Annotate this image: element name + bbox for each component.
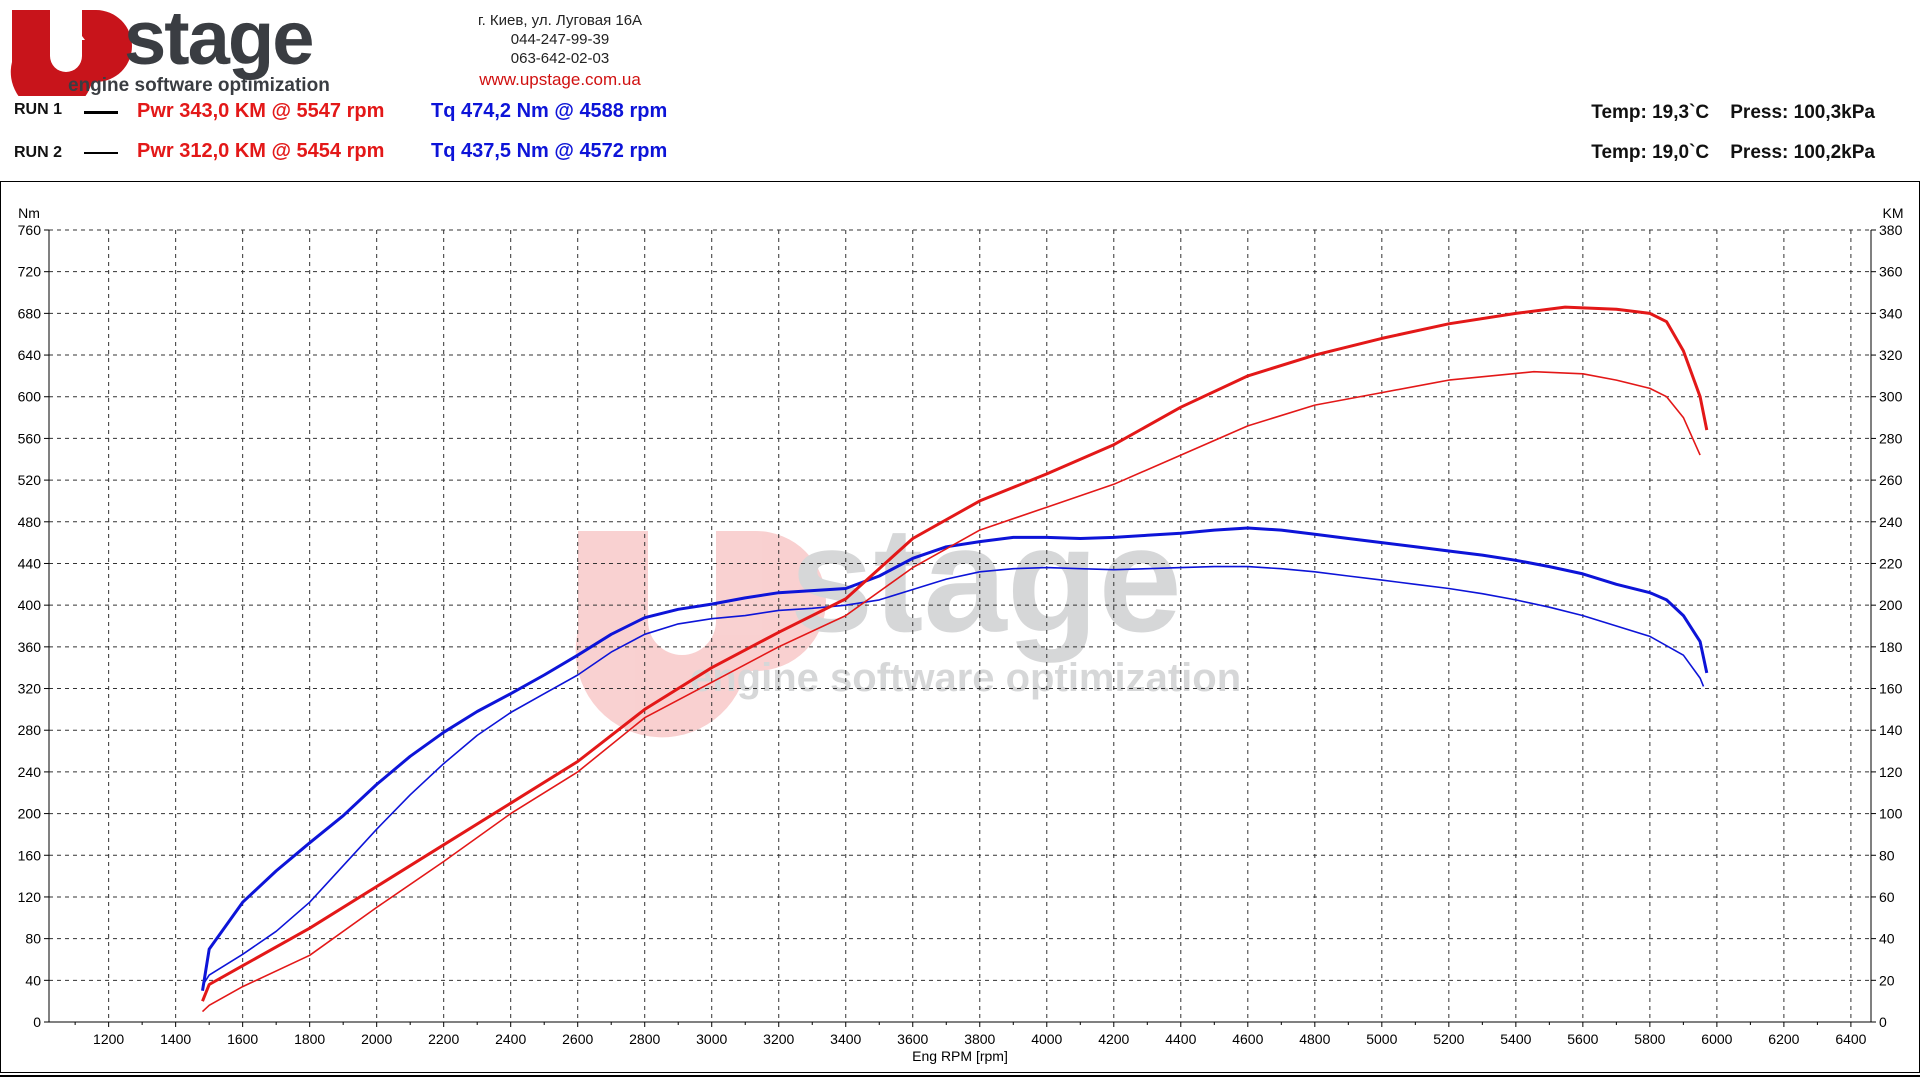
run1-torque-curve — [201, 526, 1709, 991]
y-left-tick-label: 520 — [18, 472, 42, 488]
y-left-tick-label: 280 — [18, 722, 42, 738]
y-right-tick-label: 360 — [1879, 264, 1903, 280]
run2-torque-curve — [201, 565, 1705, 986]
x-tick-label: 3000 — [696, 1031, 727, 1047]
phone-1: 044-247-99-39 — [510, 31, 610, 48]
y-left-tick-label: 160 — [18, 847, 42, 863]
x-tick-label: 1600 — [227, 1031, 258, 1047]
x-tick-label: 4000 — [1031, 1031, 1062, 1047]
y-left-tick-label: 80 — [25, 931, 41, 947]
dyno-chart: stage engine software optimization 1200 1… — [0, 181, 1920, 1077]
y-left-tick-label: 720 — [18, 264, 42, 280]
y-right-tick-label: 380 — [1879, 222, 1903, 238]
run1-legend-line — [84, 111, 118, 114]
upstage-logo: stage engine software optimization — [10, 4, 330, 96]
y-left-tick-label: 0 — [33, 1014, 41, 1030]
y-right-tick-label: 0 — [1879, 1014, 1887, 1030]
y-left-tick-label: 440 — [18, 555, 42, 571]
x-axis-label: Eng RPM [rpm] — [912, 1048, 1008, 1064]
x-tick-label: 4200 — [1098, 1031, 1129, 1047]
run1-label: RUN 1 — [14, 101, 63, 118]
svg-text:stage: stage — [124, 4, 313, 81]
y-left-tick-label: 640 — [18, 347, 42, 363]
y-right-label: KM — [1883, 205, 1904, 221]
website-link[interactable]: www.upstage.com.ua — [479, 70, 641, 89]
address: г. Киев, ул. Луговая 16А — [477, 12, 643, 29]
y-left-tick-label: 40 — [25, 972, 41, 988]
y-left-tick-label: 120 — [18, 889, 42, 905]
y-right-tick-label: 200 — [1879, 597, 1903, 613]
x-tick-label: 2800 — [629, 1031, 660, 1047]
y-left-tick-label: 400 — [18, 597, 42, 613]
y-right-tick-label: 320 — [1879, 347, 1903, 363]
run1-power: Pwr 343,0 KM @ 5547 rpm — [137, 100, 385, 122]
y-left-tick-label: 200 — [18, 806, 42, 822]
y-left-tick-label: 360 — [18, 639, 42, 655]
run1-torque: Tq 474,2 Nm @ 4588 rpm — [431, 100, 668, 122]
run1-power-curve — [201, 305, 1709, 1002]
svg-text:engine software optimization: engine software optimization — [690, 656, 1241, 700]
x-tick-label: 4800 — [1299, 1031, 1330, 1047]
x-tick-label: 3200 — [763, 1031, 794, 1047]
svg-text:engine software optimization: engine software optimization — [68, 75, 330, 96]
x-tick-label: 5200 — [1433, 1031, 1464, 1047]
run2-power: Pwr 312,0 KM @ 5454 rpm — [137, 140, 385, 162]
y-right-tick-label: 140 — [1879, 722, 1903, 738]
y-left-tick-label: 760 — [18, 222, 42, 238]
x-tick-label: 1200 — [93, 1031, 124, 1047]
x-tick-label: 3600 — [897, 1031, 928, 1047]
chart-frame — [0, 181, 1920, 1073]
x-tick-label: 2400 — [495, 1031, 526, 1047]
watermark-logo: stage engine software optimization — [575, 495, 1241, 738]
svg-text:stage: stage — [790, 495, 1182, 663]
run2-label: RUN 2 — [14, 144, 63, 161]
run2-power-curve — [201, 370, 1701, 1013]
x-tick-label: 1800 — [294, 1031, 325, 1047]
y-left-label: Nm — [18, 205, 40, 221]
y-right-tick-label: 300 — [1879, 389, 1903, 405]
x-tick-label: 5400 — [1500, 1031, 1531, 1047]
y-right-tick-label: 240 — [1879, 514, 1903, 530]
y-right-tick-label: 260 — [1879, 472, 1903, 488]
run2-conditions: Temp: 19,0`C Press: 100,2kPa — [1591, 142, 1875, 163]
y-left-tick-label: 680 — [18, 305, 42, 321]
run2-legend-line — [84, 152, 118, 154]
x-tick-label: 3400 — [830, 1031, 861, 1047]
x-tick-label: 6000 — [1701, 1031, 1732, 1047]
y-right-tick-label: 80 — [1879, 847, 1895, 863]
y-right-tick-label: 160 — [1879, 681, 1903, 697]
run1-conditions: Temp: 19,3`C Press: 100,3kPa — [1591, 102, 1875, 123]
y-left-tick-label: 480 — [18, 514, 42, 530]
y-right-tick-label: 280 — [1879, 430, 1903, 446]
y-left-tick-label: 560 — [18, 430, 42, 446]
x-tick-label: 5600 — [1567, 1031, 1598, 1047]
x-tick-label: 2200 — [428, 1031, 459, 1047]
x-tick-label: 6400 — [1835, 1031, 1866, 1047]
x-tick-label: 6200 — [1768, 1031, 1799, 1047]
x-tick-label: 5000 — [1366, 1031, 1397, 1047]
phone-2: 063-642-02-03 — [510, 50, 610, 67]
y-left-tick-label: 240 — [18, 764, 42, 780]
run2-torque: Tq 437,5 Nm @ 4572 rpm — [431, 140, 668, 162]
x-tick-label: 5800 — [1634, 1031, 1665, 1047]
y-left-tick-label: 320 — [18, 681, 42, 697]
y-right-tick-label: 340 — [1879, 305, 1903, 321]
x-tick-label: 1400 — [160, 1031, 191, 1047]
y-right-tick-label: 220 — [1879, 555, 1903, 571]
x-tick-label: 4600 — [1232, 1031, 1263, 1047]
x-tick-label: 2000 — [361, 1031, 392, 1047]
y-right-tick-label: 40 — [1879, 931, 1895, 947]
y-right-tick-label: 120 — [1879, 764, 1903, 780]
x-tick-label: 2600 — [562, 1031, 593, 1047]
y-right-tick-label: 100 — [1879, 806, 1903, 822]
y-right-tick-label: 180 — [1879, 639, 1903, 655]
y-right-tick-label: 20 — [1879, 972, 1895, 988]
x-tick-label: 4400 — [1165, 1031, 1196, 1047]
y-right-tick-label: 60 — [1879, 889, 1895, 905]
x-tick-label: 3800 — [964, 1031, 995, 1047]
y-left-tick-label: 600 — [18, 389, 42, 405]
